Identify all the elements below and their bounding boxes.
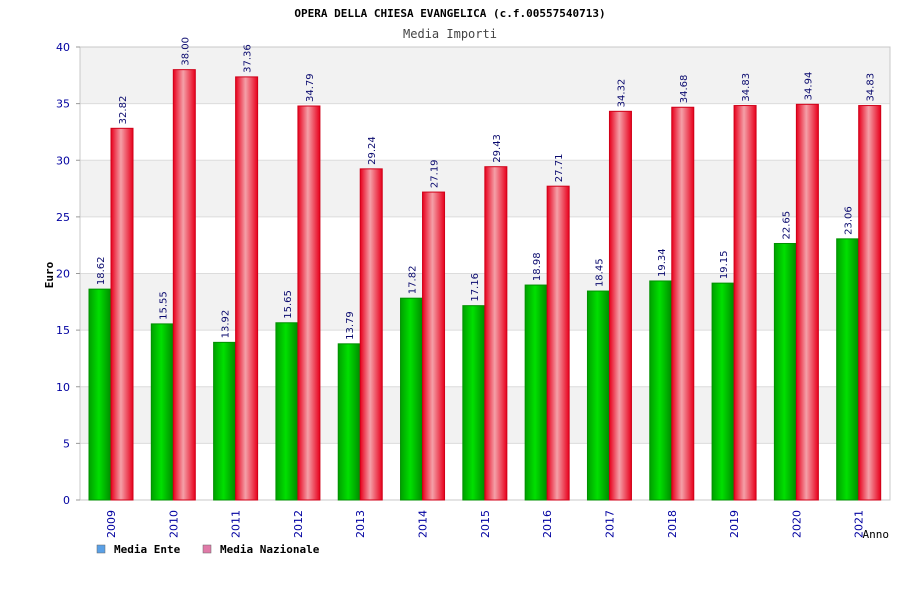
x-axis-label: Anno [863,528,890,541]
x-tick-label: 2020 [790,510,803,538]
bar-media-nazionale [359,168,383,501]
bar-media-ente [649,280,673,501]
x-axis-ticks: 2009 2010 2011 2012 2013 2014 2015 2016 2017 2018… [105,510,866,538]
legend: Media Ente Media Nazionale [96,543,320,556]
bar-value-label: 37.36 [243,44,254,73]
y-tick-label: 30 [56,154,70,167]
bar-value-label: 34.83 [866,73,877,102]
bar-value-label: 15.55 [158,291,169,320]
x-tick-label: 2010 [167,510,180,538]
bar-value-label: 29.43 [492,134,503,163]
bar-value-labels: 18.62 32.82 15.55 38.00 13.92 37.36 15.65 34.79… [96,37,877,340]
grid-band [80,47,890,104]
bar-media-nazionale [795,103,819,501]
bar-value-label: 29.24 [367,136,378,165]
x-tick-label: 2018 [666,510,679,538]
bar-value-label: 34.32 [616,79,627,108]
x-tick-label: 2021 [853,510,866,538]
y-tick-label: 10 [56,381,70,394]
page-title: OPERA DELLA CHIESA EVANGELICA (c.f.00557… [294,7,605,20]
bar-value-label: 32.82 [118,96,129,125]
x-tick-label: 2012 [292,510,305,538]
bar-media-nazionale [858,105,882,501]
y-tick-label: 25 [56,211,70,224]
y-tick-label: 15 [56,324,70,337]
bar-media-ente [337,343,361,501]
bar-media-nazionale [110,127,134,501]
bar-media-nazionale [484,166,508,501]
bar-media-ente [462,305,486,501]
legend-label: Media Ente [114,543,181,556]
y-axis-ticks: 0 5 10 15 20 25 30 35 40 [56,41,80,507]
bar-media-ente [773,242,797,501]
bars [88,69,882,501]
bar-value-label: 15.65 [283,290,294,319]
bar-value-label: 27.19 [430,159,441,188]
bar-value-label: 34.79 [305,73,316,102]
bar-media-nazionale [172,69,196,501]
x-tick-label: 2019 [728,510,741,538]
legend-label: Media Nazionale [220,543,320,556]
bar-media-nazionale [546,185,570,501]
bar-media-ente [524,284,548,501]
y-tick-label: 35 [56,98,70,111]
y-tick-label: 20 [56,268,70,281]
bar-media-ente [275,322,299,501]
bar-value-label: 18.98 [532,252,543,281]
bar-media-nazionale [671,106,695,501]
legend-swatch [96,544,106,554]
bar-value-label: 34.94 [803,72,814,101]
legend-swatch [202,544,212,554]
bar-media-nazionale [297,105,321,501]
bar-value-label: 13.92 [221,310,232,339]
bar-media-nazionale [733,105,757,501]
y-tick-label: 5 [63,437,70,450]
bar-value-label: 27.71 [554,154,565,183]
bar-media-ente [586,290,610,501]
bar-value-label: 18.62 [96,256,107,285]
y-tick-label: 40 [56,41,70,54]
bar-value-label: 13.79 [345,311,356,340]
bar-value-label: 38.00 [180,37,191,66]
bar-media-ente [400,297,424,501]
x-tick-label: 2013 [354,510,367,538]
x-tick-label: 2015 [479,510,492,538]
bar-value-label: 18.45 [594,258,605,287]
bar-value-label: 17.16 [470,273,481,302]
bar-value-label: 19.34 [657,248,668,277]
bar-media-ente [836,238,860,501]
bar-value-label: 23.06 [844,206,855,235]
x-tick-label: 2011 [230,510,243,538]
x-tick-label: 2014 [417,510,430,538]
bar-media-ente [711,282,735,501]
bar-value-label: 17.82 [408,266,419,295]
bar-value-label: 34.83 [741,73,752,102]
bar-value-label: 19.15 [719,250,730,279]
bar-media-nazionale [235,76,259,501]
x-tick-label: 2009 [105,510,118,538]
bar-media-ente [213,341,237,501]
bar-media-nazionale [422,191,446,501]
bar-media-ente [150,323,174,501]
x-tick-label: 2017 [603,510,616,538]
y-axis-label: Euro [43,261,56,288]
bar-value-label: 34.68 [679,75,690,104]
bar-media-nazionale [608,110,632,501]
bar-value-label: 22.65 [781,211,792,240]
x-tick-label: 2016 [541,510,554,538]
bar-media-ente [88,288,112,501]
grid-band [80,103,890,161]
chart-subtitle: Media Importi [403,27,497,41]
y-tick-label: 0 [63,494,70,507]
